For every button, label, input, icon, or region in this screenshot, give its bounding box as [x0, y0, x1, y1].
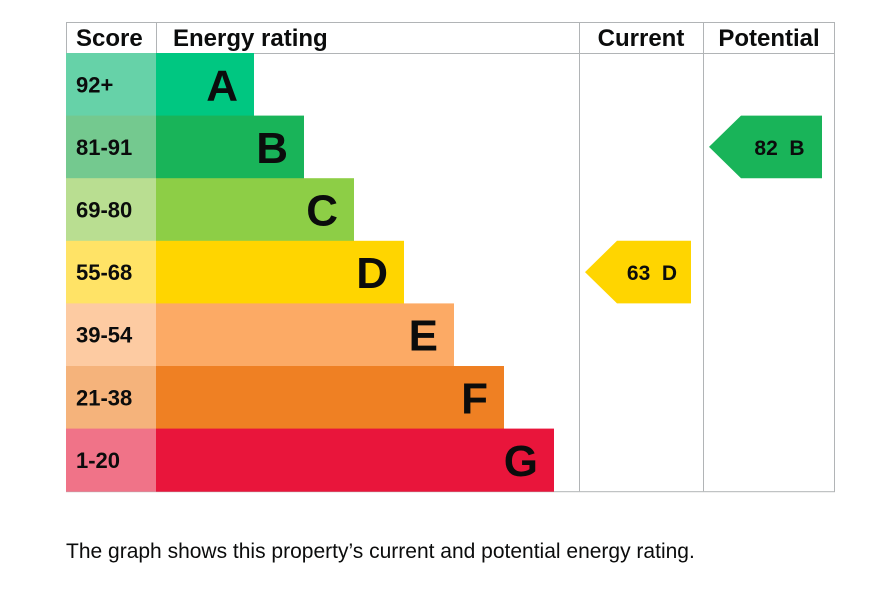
score-cell-c — [66, 178, 156, 242]
score-label-d: 55-68 — [76, 260, 132, 285]
band-bar-a — [156, 53, 254, 117]
potential-arrow — [709, 115, 822, 179]
score-label-g: 1-20 — [76, 448, 120, 473]
band-letter-d: D — [356, 249, 388, 298]
score-cell-b — [66, 115, 156, 179]
score-cell-a — [66, 53, 156, 117]
band-letter-b: B — [256, 124, 288, 173]
band-bar-e — [156, 303, 454, 367]
score-cell-d — [66, 240, 156, 304]
band-letter-c: C — [306, 187, 338, 236]
score-label-b: 81-91 — [76, 135, 132, 160]
rating-bands: 92+ A 81-91 B 69-80 C 55-68 D 39-54 E 21-38 F 1-20 G — [66, 53, 554, 492]
band-bar-b — [156, 115, 304, 179]
band-bar-d — [156, 240, 404, 304]
chart-headers: Score Energy rating Current Potential — [76, 25, 820, 52]
band-letter-a: A — [206, 61, 238, 110]
header-current: Current — [598, 25, 685, 52]
header-energy-rating: Energy rating — [173, 25, 328, 52]
energy-rating-chart: Score Energy rating Current Potential 92… — [66, 22, 835, 493]
score-label-c: 69-80 — [76, 198, 132, 223]
score-cell-e — [66, 303, 156, 367]
potential-rating-label: 82 B — [754, 137, 804, 160]
band-bar-c — [156, 178, 354, 242]
score-cell-g — [66, 428, 156, 492]
rating-markers: 63 D 82 B — [585, 115, 822, 304]
band-bar-g — [156, 428, 554, 492]
score-label-e: 39-54 — [76, 323, 133, 348]
score-label-a: 92+ — [76, 72, 113, 97]
current-rating-label: 63 D — [627, 262, 677, 285]
band-letter-g: G — [504, 437, 538, 486]
band-letter-f: F — [461, 374, 488, 423]
score-label-f: 21-38 — [76, 385, 132, 410]
band-bar-f — [156, 366, 504, 430]
header-score: Score — [76, 25, 143, 52]
score-cell-f — [66, 366, 156, 430]
header-potential: Potential — [718, 25, 819, 52]
band-letter-e: E — [409, 312, 438, 361]
current-arrow — [585, 240, 691, 304]
chart-caption: The graph shows this property’s current … — [66, 540, 695, 563]
